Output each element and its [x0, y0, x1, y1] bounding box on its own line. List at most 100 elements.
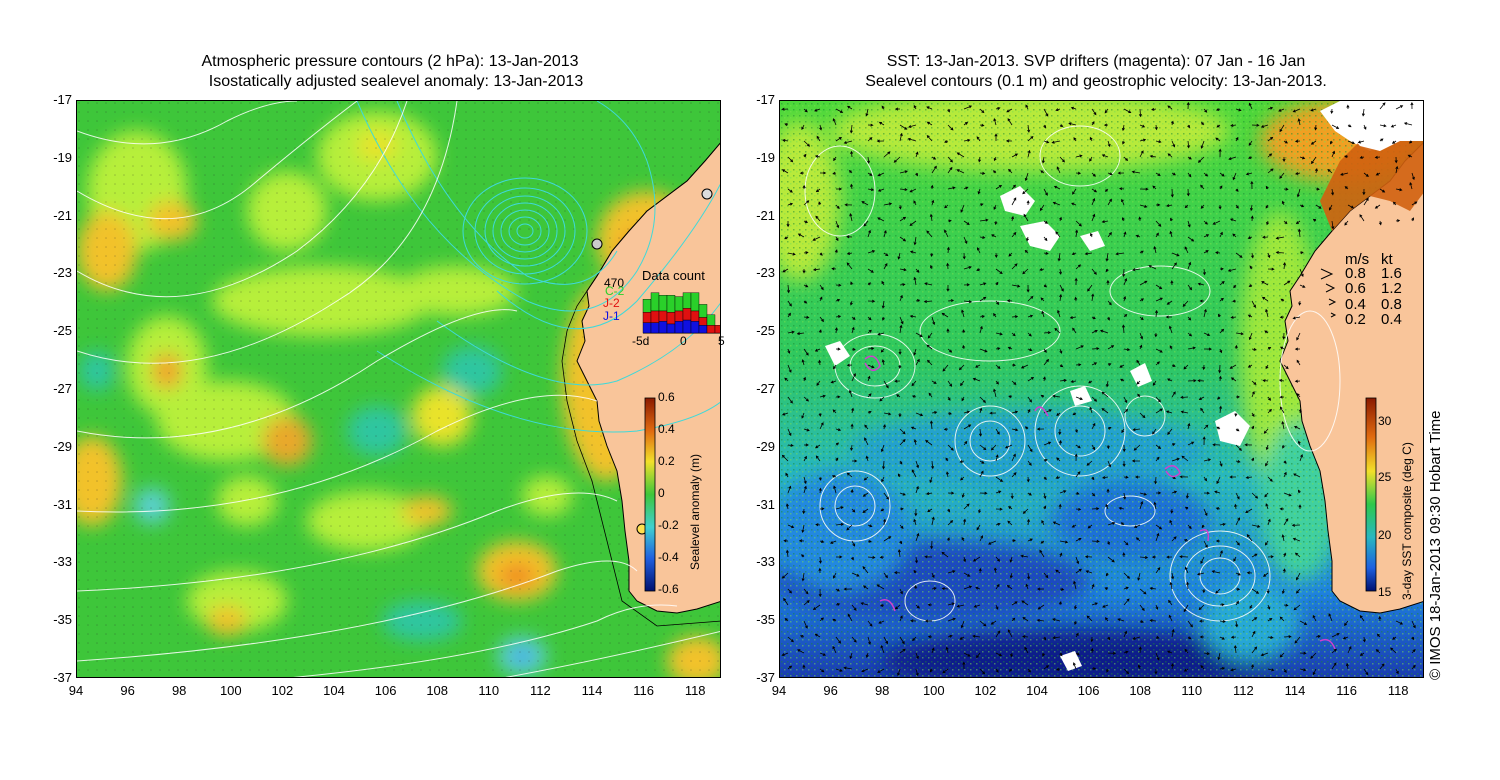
velocity-arrow: [867, 329, 872, 334]
velocity-arrow: [1363, 172, 1369, 177]
velocity-arrow: [815, 444, 821, 449]
sst-cbar-tick: 15: [1378, 585, 1392, 599]
velocity-arrow: [819, 284, 824, 291]
velocity-arrow: [803, 300, 808, 304]
velocity-arrow: [1200, 407, 1205, 414]
velocity-arrow: [867, 172, 873, 176]
velocity-arrow: [1248, 102, 1253, 110]
velocity-arrow: [1011, 617, 1016, 622]
velocity-arrow: [1347, 124, 1352, 128]
velocity-arrow: [909, 314, 917, 318]
velocity-arrow: [947, 108, 950, 113]
velocity-arrow: [1185, 492, 1189, 499]
velocity-arrow: [1374, 204, 1381, 209]
velocity-arrow: [945, 471, 949, 478]
velocity-arrow: [1249, 604, 1253, 609]
velocity-arrow: [1184, 648, 1189, 654]
velocity-arrow: [835, 136, 843, 142]
velocity-arrow: [1235, 332, 1244, 336]
velocity-arrow: [978, 156, 982, 163]
velocity-arrow: [1234, 344, 1238, 350]
velocity-arrow: [1232, 172, 1237, 181]
velocity-arrow: [1155, 396, 1161, 403]
velocity-arrow: [1011, 184, 1016, 190]
velocity-arrow: [1203, 250, 1209, 254]
velocity-arrow: [1203, 108, 1208, 113]
velocity-arrow: [784, 236, 789, 240]
velocity-arrow: [1138, 646, 1142, 654]
velocity-arrow: [862, 585, 869, 590]
velocity-arrow: [1281, 534, 1285, 542]
velocity-arrow: [1107, 651, 1117, 655]
velocity-arrow: [850, 444, 854, 452]
velocity-arrow: [1197, 282, 1205, 286]
velocity-arrow: [1279, 616, 1285, 622]
velocity-arrow: [962, 661, 966, 670]
velocity-arrow: [1219, 231, 1223, 238]
velocity-arrow: [787, 396, 793, 404]
velocity-arrow: [1167, 105, 1173, 110]
velocity-arrow: [1375, 649, 1381, 654]
data-count-bar-c2: [698, 304, 708, 318]
velocity-arrow: [1311, 156, 1317, 165]
velocity-arrow: [1246, 534, 1253, 542]
velocity-arrow: [1182, 300, 1189, 307]
velocity-arrow: [1184, 566, 1189, 574]
velocity-arrow: [1117, 171, 1125, 175]
velocity-arrow: [899, 438, 906, 446]
velocity-arrow: [908, 124, 917, 128]
velocity-arrow: [1071, 252, 1077, 256]
velocity-arrow: [1168, 599, 1173, 606]
velocity-arrow: [945, 457, 949, 462]
velocity-arrow: [1170, 120, 1174, 126]
velocity-arrow: [1267, 518, 1271, 526]
velocity-arrow: [911, 469, 917, 478]
velocity-arrow: [1136, 380, 1141, 385]
velocity-arrow: [1198, 604, 1205, 611]
velocity-arrow: [819, 507, 825, 511]
velocity-arrow: [1059, 364, 1064, 368]
velocity-arrow: [1235, 587, 1241, 591]
velocity-arrow: [1123, 277, 1128, 286]
velocity-arrow: [803, 476, 807, 485]
velocity-arrow: [1118, 506, 1125, 510]
velocity-arrow: [1152, 185, 1157, 190]
x-tick-label: 96: [120, 683, 135, 698]
velocity-arrow: [1171, 172, 1176, 176]
velocity-arrow: [1267, 153, 1273, 158]
velocity-arrow: [784, 618, 789, 622]
velocity-arrow: [1251, 425, 1255, 430]
sla-cbar-tick: 0: [658, 486, 665, 500]
velocity-arrow: [815, 215, 821, 222]
velocity-arrow: [976, 136, 981, 142]
velocity-arrow: [1006, 585, 1013, 590]
velocity-arrow: [1251, 347, 1257, 351]
velocity-arrow: [1133, 524, 1141, 528]
velocity-arrow: [1280, 346, 1285, 350]
velocity-arrow: [1294, 139, 1301, 143]
velocity-arrow: [812, 604, 821, 611]
x-tick-label: 116: [1336, 683, 1357, 698]
velocity-arrow: [912, 636, 917, 642]
velocity-arrow: [1299, 204, 1305, 208]
velocity-arrow: [960, 476, 965, 481]
velocity-arrow: [899, 268, 907, 272]
velocity-arrow: [1024, 249, 1029, 254]
velocity-arrow: [1101, 391, 1109, 398]
velocity-arrow: [846, 472, 853, 478]
velocity-arrow: [1010, 652, 1014, 658]
velocity-arrow: [1218, 364, 1222, 374]
velocity-arrow: [799, 171, 805, 175]
velocity-arrow: [1074, 296, 1078, 302]
velocity-arrow: [880, 644, 885, 654]
velocity-arrow: [1151, 107, 1157, 111]
velocity-arrow: [802, 508, 806, 515]
data-count-bar-c2: [650, 292, 660, 312]
velocity-arrow: [1250, 252, 1254, 259]
velocity-arrow: [1054, 327, 1061, 334]
velocity-arrow: [815, 455, 821, 462]
velocity-arrow: [883, 230, 887, 238]
velocity-arrow: [819, 652, 827, 656]
velocity-arrow: [979, 348, 988, 353]
velocity-arrow: [924, 555, 933, 559]
